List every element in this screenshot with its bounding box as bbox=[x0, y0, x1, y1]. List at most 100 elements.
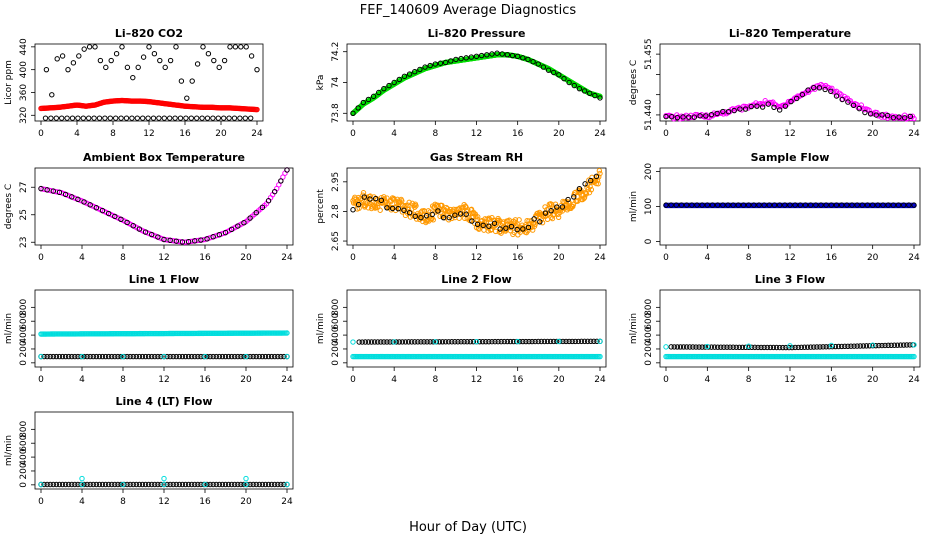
data-point bbox=[157, 57, 163, 64]
panel-title: Sample Flow bbox=[751, 151, 830, 164]
data-point bbox=[102, 481, 109, 488]
data-point bbox=[677, 344, 684, 350]
data-point bbox=[195, 481, 201, 488]
data-point bbox=[807, 344, 814, 350]
x-tick-label: 20 bbox=[553, 375, 565, 385]
data-point bbox=[124, 219, 130, 226]
data-point bbox=[817, 344, 823, 350]
y-tick-label: 600 bbox=[19, 312, 29, 329]
data-point bbox=[161, 115, 168, 121]
data-point bbox=[597, 338, 603, 345]
data-point bbox=[469, 218, 475, 224]
data-point bbox=[751, 202, 757, 208]
data-point bbox=[833, 93, 840, 99]
data-point bbox=[173, 353, 180, 360]
data-point bbox=[756, 202, 762, 208]
data-point bbox=[816, 85, 823, 91]
data-point bbox=[112, 353, 118, 360]
data-point bbox=[59, 53, 66, 59]
data-point bbox=[463, 211, 469, 217]
data-point bbox=[501, 338, 507, 345]
data-point bbox=[765, 101, 771, 107]
y-tick-label: 800 bbox=[644, 298, 654, 315]
data-point bbox=[404, 210, 411, 216]
data-point bbox=[597, 170, 603, 177]
data-point bbox=[467, 339, 474, 345]
data-point bbox=[396, 339, 403, 345]
x-tick-label: 12 bbox=[784, 129, 795, 139]
data-point bbox=[465, 207, 471, 213]
data-point bbox=[458, 339, 464, 345]
data-point bbox=[149, 231, 155, 238]
data-point bbox=[875, 202, 881, 208]
y-axis-label: ml/min bbox=[629, 191, 639, 222]
data-point bbox=[885, 342, 891, 349]
data-point bbox=[845, 343, 851, 349]
x-tick-label: 0 bbox=[350, 375, 356, 385]
data-point bbox=[742, 106, 749, 112]
data-point bbox=[375, 339, 381, 345]
data-point bbox=[355, 105, 361, 111]
data-point bbox=[838, 343, 845, 350]
data-point bbox=[771, 202, 778, 208]
data-point bbox=[183, 115, 189, 121]
x-tick-label: 0 bbox=[38, 129, 44, 139]
data-point bbox=[182, 481, 189, 488]
data-point bbox=[151, 50, 158, 57]
data-point bbox=[542, 210, 549, 216]
data-point bbox=[491, 220, 498, 226]
data-point bbox=[185, 481, 192, 488]
data-point bbox=[222, 353, 229, 360]
data-point bbox=[473, 53, 480, 60]
y-tick-label: 0 bbox=[331, 360, 341, 366]
x-tick-label: 4 bbox=[704, 129, 710, 139]
data-point bbox=[509, 52, 516, 59]
data-point bbox=[81, 46, 87, 52]
data-point bbox=[873, 112, 879, 118]
data-point bbox=[56, 481, 63, 488]
data-point bbox=[265, 481, 272, 488]
data-point bbox=[792, 344, 798, 351]
data-point bbox=[145, 353, 152, 360]
data-point bbox=[112, 213, 118, 220]
y-tick-label: 400 bbox=[644, 326, 654, 343]
data-point bbox=[62, 191, 69, 198]
x-tick-label: 8 bbox=[120, 253, 126, 263]
data-point bbox=[678, 202, 685, 208]
data-point bbox=[130, 74, 136, 81]
x-tick-label: 0 bbox=[38, 497, 44, 507]
data-point bbox=[884, 112, 891, 119]
data-point bbox=[455, 339, 461, 345]
data-point bbox=[96, 353, 103, 360]
data-point bbox=[745, 343, 752, 349]
data-point bbox=[714, 110, 720, 117]
data-point bbox=[530, 59, 536, 65]
series-black bbox=[38, 481, 290, 488]
data-point bbox=[134, 115, 141, 121]
data-point bbox=[731, 107, 737, 114]
panel-title: Ambient Box Temperature bbox=[83, 151, 245, 164]
data-point bbox=[550, 338, 557, 345]
data-point bbox=[365, 339, 372, 345]
data-point bbox=[902, 115, 908, 121]
data-point bbox=[439, 339, 446, 345]
data-point bbox=[547, 338, 554, 345]
data-point bbox=[210, 353, 216, 360]
data-point bbox=[275, 353, 281, 360]
x-tick-label: 16 bbox=[199, 497, 211, 507]
data-point bbox=[248, 53, 255, 59]
data-point bbox=[486, 338, 492, 345]
x-tick-label: 24 bbox=[281, 375, 293, 385]
data-point bbox=[845, 99, 851, 105]
data-point bbox=[189, 78, 195, 84]
y-tick-label: 400 bbox=[331, 326, 341, 343]
series-cyan-upper bbox=[350, 338, 603, 345]
data-point bbox=[489, 338, 495, 345]
data-point bbox=[278, 178, 284, 184]
data-point bbox=[161, 481, 167, 488]
x-tick-label: 12 bbox=[143, 129, 154, 139]
data-point bbox=[64, 115, 70, 121]
data-point bbox=[468, 54, 475, 60]
data-point bbox=[441, 212, 447, 218]
data-point bbox=[674, 344, 681, 350]
